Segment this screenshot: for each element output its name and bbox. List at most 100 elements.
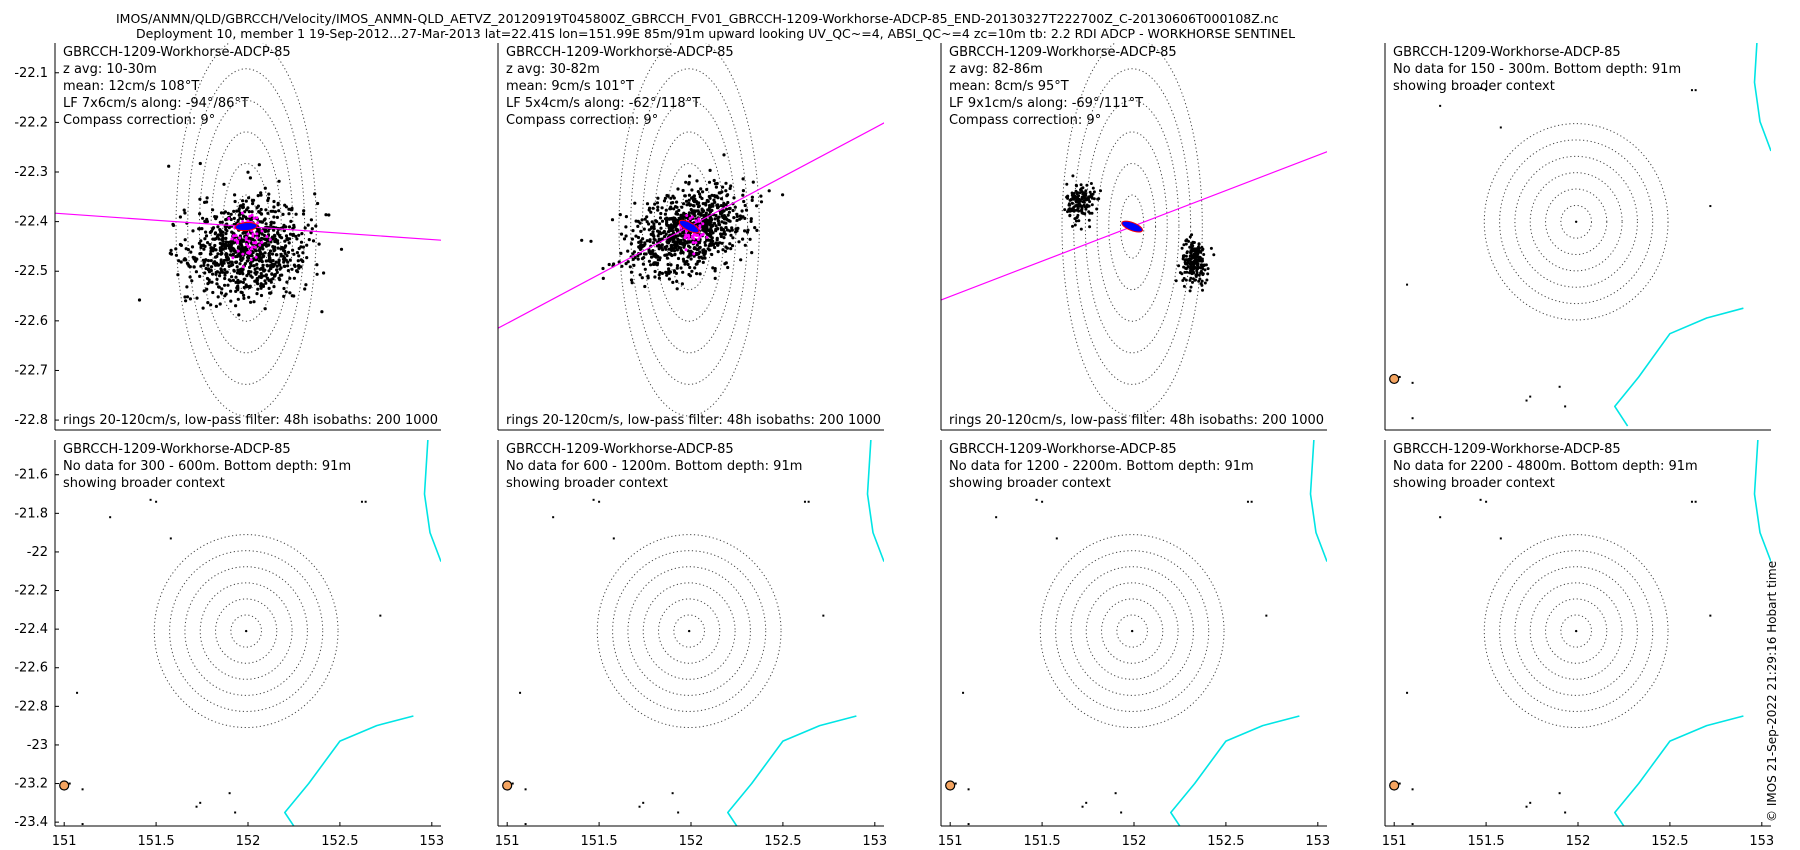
panel-8: 151 151.5 152 152.5 153 GBRCCH-1209-Workhorse… [1382,440,1774,849]
data-point [247,210,251,214]
data-point [684,199,689,203]
data-point [749,217,753,221]
principal-axis-line [498,122,884,329]
data-point [272,247,276,251]
island-speck [149,498,152,501]
lowpass-point [233,238,237,242]
data-point [194,270,198,274]
data-point [704,213,708,217]
data-point [1200,279,1204,283]
data-point [185,295,190,299]
x-tick-label: 152 [1122,834,1147,849]
data-point [724,181,728,185]
island-speck [1564,405,1567,408]
data-point [205,196,209,200]
panel-annotation: GBRCCH-1209-Workhorse-ADCP-85 [63,45,291,60]
data-point [719,234,723,239]
data-point [667,217,671,221]
data-point [224,232,228,236]
data-point [690,269,694,273]
speed-ring [673,614,705,648]
data-point [1191,280,1194,284]
data-point [713,276,717,280]
data-point [215,282,219,286]
data-point [719,228,724,232]
coastline-2 [1614,307,1744,427]
data-point [205,219,209,223]
data-point [307,238,311,242]
data-point [690,196,694,200]
data-point [589,239,593,243]
lowpass-point [238,236,242,240]
data-point [277,258,281,262]
data-point [659,211,663,216]
data-point [624,215,629,219]
data-point [679,241,683,245]
data-point [1075,203,1079,207]
data-point [282,294,286,298]
data-point [258,246,262,250]
data-point [1189,249,1193,253]
coastline-1 [423,440,441,562]
data-point [209,259,213,263]
speed-ring [1116,614,1148,648]
panel-annotation: Compass correction: 9° [949,113,1101,128]
data-point [289,219,293,223]
island-speck [1081,805,1084,808]
data-point [716,241,721,245]
island-speck [954,782,957,785]
data-point [648,238,652,242]
data-point [681,188,685,193]
data-point [699,187,703,191]
data-point [297,264,301,268]
data-point [315,272,319,276]
data-point [1088,190,1092,194]
panel-footer: rings 20-120cm/s, low-pass filter: 48h i… [63,413,525,428]
y-tick-label: -21.8 [14,506,48,521]
data-point [728,186,732,191]
data-point [652,261,656,265]
data-point [261,247,265,251]
data-point [198,197,202,201]
data-point [1187,257,1190,261]
data-point [724,245,728,249]
lowpass-point [690,215,694,219]
data-point [664,232,668,236]
data-point [327,213,331,217]
data-point [708,243,713,247]
island-speck [1485,500,1488,503]
panel-2: rings 20-120cm/s, low-pass filter: 48h i… [497,43,884,431]
data-point [656,261,660,265]
data-point [672,207,676,211]
data-point [269,240,273,244]
data-point [263,307,267,311]
data-point [1185,238,1189,242]
data-point [724,189,728,193]
data-point [260,244,264,248]
data-point [724,203,728,207]
data-point [704,203,708,207]
data-point [1080,209,1084,213]
data-point [294,234,298,238]
island-speck [1411,788,1414,791]
data-point [667,252,671,256]
data-point [708,216,712,221]
data-point [231,278,235,282]
data-point [1194,273,1198,277]
data-point [248,217,252,221]
island-speck [1439,516,1442,519]
data-point [249,300,253,304]
plot-area [59,440,441,826]
data-point [216,225,220,229]
island-speck [68,782,71,785]
data-point [255,270,259,274]
data-point [1189,269,1192,273]
data-point [278,267,282,271]
y-tick-label: -22 [27,545,48,560]
data-point [272,205,276,209]
island-speck [552,516,555,519]
data-point [631,252,635,256]
data-point [726,200,730,205]
data-point [653,275,657,279]
credit-timestamp: © IMOS 21-Sep-2022 21:29:16 Hobart time [1765,560,1779,822]
